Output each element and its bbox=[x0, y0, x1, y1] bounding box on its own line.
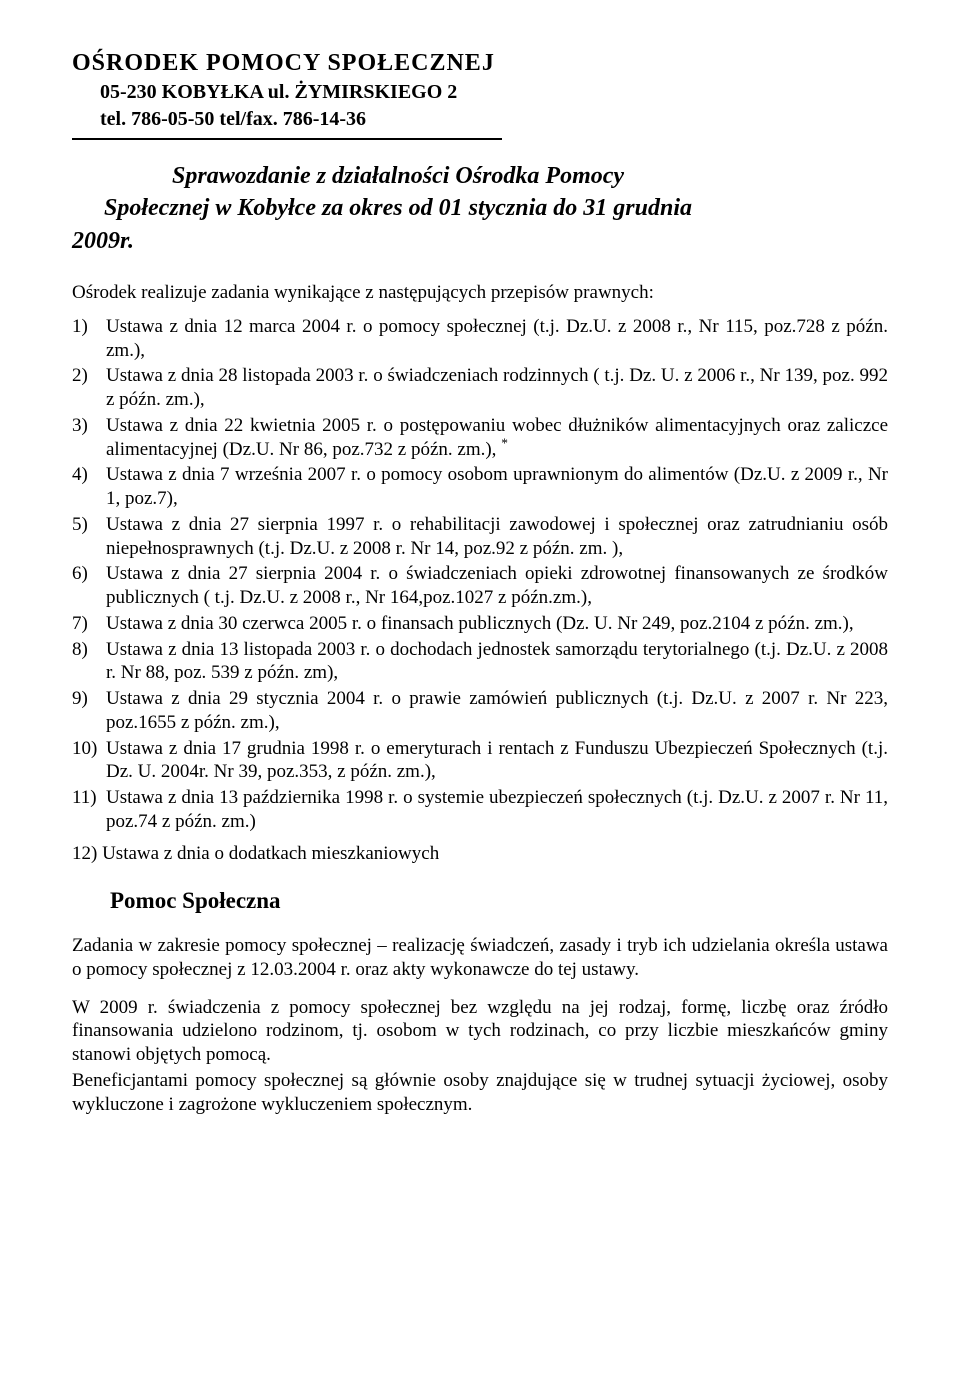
list-item: 5) Ustawa z dnia 27 sierpnia 1997 r. o r… bbox=[72, 513, 888, 561]
list-item: 10) Ustawa z dnia 17 grudnia 1998 r. o e… bbox=[72, 737, 888, 785]
organization-telephone: tel. 786-05-50 tel/fax. 786-14-36 bbox=[72, 107, 888, 132]
list-number: 10) bbox=[72, 737, 106, 761]
title-line: 2009r. bbox=[72, 225, 888, 257]
organization-address: 05-230 KOBYŁKA ul. ŻYMIRSKIEGO 2 bbox=[72, 80, 888, 105]
list-number: 4) bbox=[72, 463, 106, 487]
legal-basis-list: 1) Ustawa z dnia 12 marca 2004 r. o pomo… bbox=[72, 315, 888, 834]
list-text: Ustawa z dnia 28 listopada 2003 r. o świ… bbox=[106, 364, 888, 412]
list-number: 9) bbox=[72, 687, 106, 711]
list-text: Ustawa z dnia 7 września 2007 r. o pomoc… bbox=[106, 463, 888, 511]
list-text: Ustawa z dnia 17 grudnia 1998 r. o emery… bbox=[106, 737, 888, 785]
list-text: Ustawa z dnia 29 stycznia 2004 r. o praw… bbox=[106, 687, 888, 735]
list-text: Ustawa z dnia 30 czerwca 2005 r. o finan… bbox=[106, 612, 888, 636]
title-line: Sprawozdanie z działalności Ośrodka Pomo… bbox=[72, 160, 888, 192]
header-rule bbox=[72, 138, 502, 140]
list-item: 7) Ustawa z dnia 30 czerwca 2005 r. o fi… bbox=[72, 612, 888, 636]
body-paragraph: W 2009 r. świadczenia z pomocy społeczne… bbox=[72, 996, 888, 1067]
list-item-12: 12) Ustawa z dnia o dodatkach mieszkanio… bbox=[72, 842, 888, 866]
list-item: 6) Ustawa z dnia 27 sierpnia 2004 r. o ś… bbox=[72, 562, 888, 610]
organization-name: OŚRODEK POMOCY SPOŁECZNEJ bbox=[72, 48, 888, 78]
footnote-marker: * bbox=[501, 435, 508, 450]
list-item: 1) Ustawa z dnia 12 marca 2004 r. o pomo… bbox=[72, 315, 888, 363]
list-number: 7) bbox=[72, 612, 106, 636]
list-text: Ustawa z dnia 13 listopada 2003 r. o doc… bbox=[106, 638, 888, 686]
list-text: Ustawa z dnia 22 kwietnia 2005 r. o post… bbox=[106, 414, 888, 462]
intro-paragraph: Ośrodek realizuje zadania wynikające z n… bbox=[72, 281, 888, 305]
body-paragraph: Beneficjantami pomocy społecznej są głów… bbox=[72, 1069, 888, 1117]
list-number: 11) bbox=[72, 786, 106, 810]
list-text: Ustawa z dnia 13 października 1998 r. o … bbox=[106, 786, 888, 834]
list-number: 2) bbox=[72, 364, 106, 388]
title-line: Społecznej w Kobyłce za okres od 01 styc… bbox=[72, 192, 888, 224]
letterhead: OŚRODEK POMOCY SPOŁECZNEJ 05-230 KOBYŁKA… bbox=[72, 48, 888, 132]
list-number: 1) bbox=[72, 315, 106, 339]
list-text: Ustawa z dnia 27 sierpnia 2004 r. o świa… bbox=[106, 562, 888, 610]
list-text-span: Ustawa z dnia 22 kwietnia 2005 r. o post… bbox=[106, 415, 888, 460]
list-text: Ustawa z dnia 12 marca 2004 r. o pomocy … bbox=[106, 315, 888, 363]
list-item: 11) Ustawa z dnia 13 października 1998 r… bbox=[72, 786, 888, 834]
section-heading: Pomoc Społeczna bbox=[72, 887, 888, 916]
document-title: Sprawozdanie z działalności Ośrodka Pomo… bbox=[72, 160, 888, 257]
body-paragraph: Zadania w zakresie pomocy społecznej – r… bbox=[72, 934, 888, 982]
list-text: Ustawa z dnia 27 sierpnia 1997 r. o reha… bbox=[106, 513, 888, 561]
list-number: 3) bbox=[72, 414, 106, 438]
list-item: 2) Ustawa z dnia 28 listopada 2003 r. o … bbox=[72, 364, 888, 412]
list-item: 4) Ustawa z dnia 7 września 2007 r. o po… bbox=[72, 463, 888, 511]
list-item: 9) Ustawa z dnia 29 stycznia 2004 r. o p… bbox=[72, 687, 888, 735]
list-number: 5) bbox=[72, 513, 106, 537]
list-number: 8) bbox=[72, 638, 106, 662]
list-item: 8) Ustawa z dnia 13 listopada 2003 r. o … bbox=[72, 638, 888, 686]
list-number: 6) bbox=[72, 562, 106, 586]
document-page: OŚRODEK POMOCY SPOŁECZNEJ 05-230 KOBYŁKA… bbox=[0, 0, 960, 1388]
list-item: 3) Ustawa z dnia 22 kwietnia 2005 r. o p… bbox=[72, 414, 888, 462]
